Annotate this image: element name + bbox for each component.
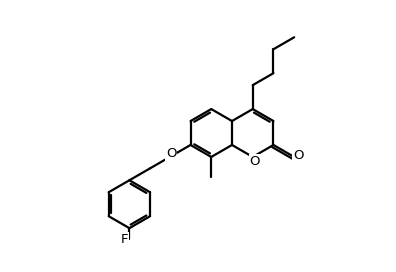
Text: F: F bbox=[121, 233, 128, 246]
Text: O: O bbox=[249, 155, 260, 168]
Text: O: O bbox=[293, 149, 303, 162]
Text: O: O bbox=[166, 147, 177, 160]
